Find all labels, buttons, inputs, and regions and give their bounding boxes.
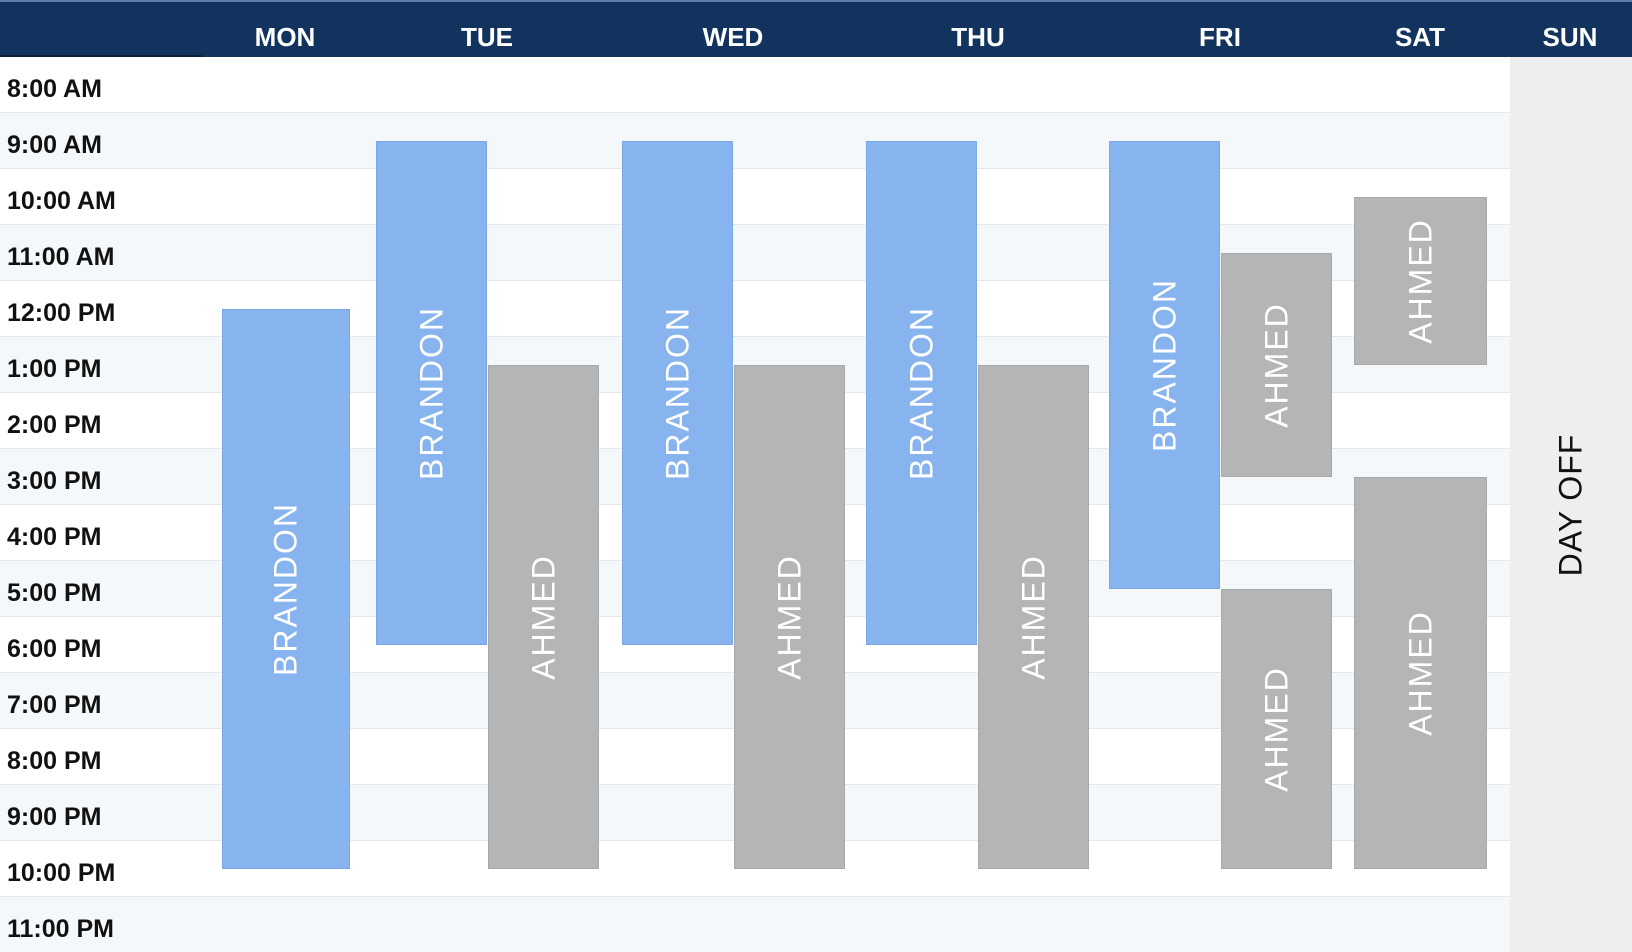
shift-person-name: AHMED <box>1402 610 1438 736</box>
hour-label: 7:00 PM <box>7 691 102 719</box>
shift-block-mon-brandon[interactable]: BRANDON <box>222 309 350 869</box>
shift-person-name: BRANDON <box>413 305 449 481</box>
hour-row: 10:00 PM <box>0 841 1510 897</box>
hour-label: 4:00 PM <box>7 523 102 551</box>
hour-label: 3:00 PM <box>7 467 102 495</box>
shift-person-name: AHMED <box>771 554 807 680</box>
shift-block-fri-brandon[interactable]: BRANDON <box>1109 141 1220 589</box>
hour-label: 9:00 PM <box>7 803 102 831</box>
hour-row: 9:00 AM <box>0 113 1510 169</box>
shift-person-name: AHMED <box>525 554 561 680</box>
hour-row: 10:00 AM <box>0 169 1510 225</box>
header-corner-underline <box>0 55 202 57</box>
day-header-mon: MON <box>254 22 316 52</box>
shift-block-thu-ahmed[interactable]: AHMED <box>978 365 1089 869</box>
shift-person-name: AHMED <box>1258 302 1294 428</box>
hour-label: 8:00 AM <box>7 75 102 103</box>
shift-block-tue-ahmed[interactable]: AHMED <box>488 365 599 869</box>
shift-person-name: AHMED <box>1015 554 1051 680</box>
shift-block-wed-brandon[interactable]: BRANDON <box>622 141 733 645</box>
hour-label: 9:00 AM <box>7 131 102 159</box>
day-header-sun: SUN <box>1542 22 1598 52</box>
hour-label: 11:00 AM <box>7 243 115 271</box>
shift-person-name: AHMED <box>1258 666 1294 792</box>
shift-block-sat-ahmed[interactable]: AHMED <box>1354 477 1487 869</box>
day-header-wed: WED <box>702 22 764 52</box>
shift-block-fri-ahmed[interactable]: AHMED <box>1221 253 1332 477</box>
shift-person-name: BRANDON <box>659 305 695 481</box>
hour-label: 12:00 PM <box>7 299 116 327</box>
hour-label: 1:00 PM <box>7 355 102 383</box>
hour-label: 8:00 PM <box>7 747 102 775</box>
day-off-label: DAY OFF <box>1552 433 1589 576</box>
sunday-day-off-panel: DAY OFF <box>1510 57 1632 952</box>
shift-person-name: AHMED <box>1402 218 1438 344</box>
hour-row: 12:00 PM <box>0 281 1510 337</box>
hour-label: 10:00 AM <box>7 187 116 215</box>
shift-person-name: BRANDON <box>267 501 304 677</box>
shift-block-wed-ahmed[interactable]: AHMED <box>734 365 845 869</box>
hour-row: 11:00 PM <box>0 897 1510 952</box>
shift-block-fri-ahmed[interactable]: AHMED <box>1221 589 1332 869</box>
hour-label: 11:00 PM <box>7 915 115 943</box>
day-header-thu: THU <box>951 22 1005 52</box>
shift-block-thu-brandon[interactable]: BRANDON <box>866 141 977 645</box>
hour-label: 10:00 PM <box>7 859 116 887</box>
day-header-bar <box>0 0 1632 57</box>
hour-label: 5:00 PM <box>7 579 102 607</box>
shift-person-name: BRANDON <box>1146 277 1182 453</box>
hour-label: 2:00 PM <box>7 411 102 439</box>
shift-person-name: BRANDON <box>903 305 939 481</box>
shift-block-tue-brandon[interactable]: BRANDON <box>376 141 487 645</box>
day-header-sat: SAT <box>1394 22 1446 52</box>
shift-block-sat-ahmed[interactable]: AHMED <box>1354 197 1487 365</box>
hour-label: 6:00 PM <box>7 635 102 663</box>
day-header-fri: FRI <box>1199 22 1241 52</box>
day-header-tue: TUE <box>461 22 513 52</box>
hour-row: 8:00 AM <box>0 57 1510 113</box>
